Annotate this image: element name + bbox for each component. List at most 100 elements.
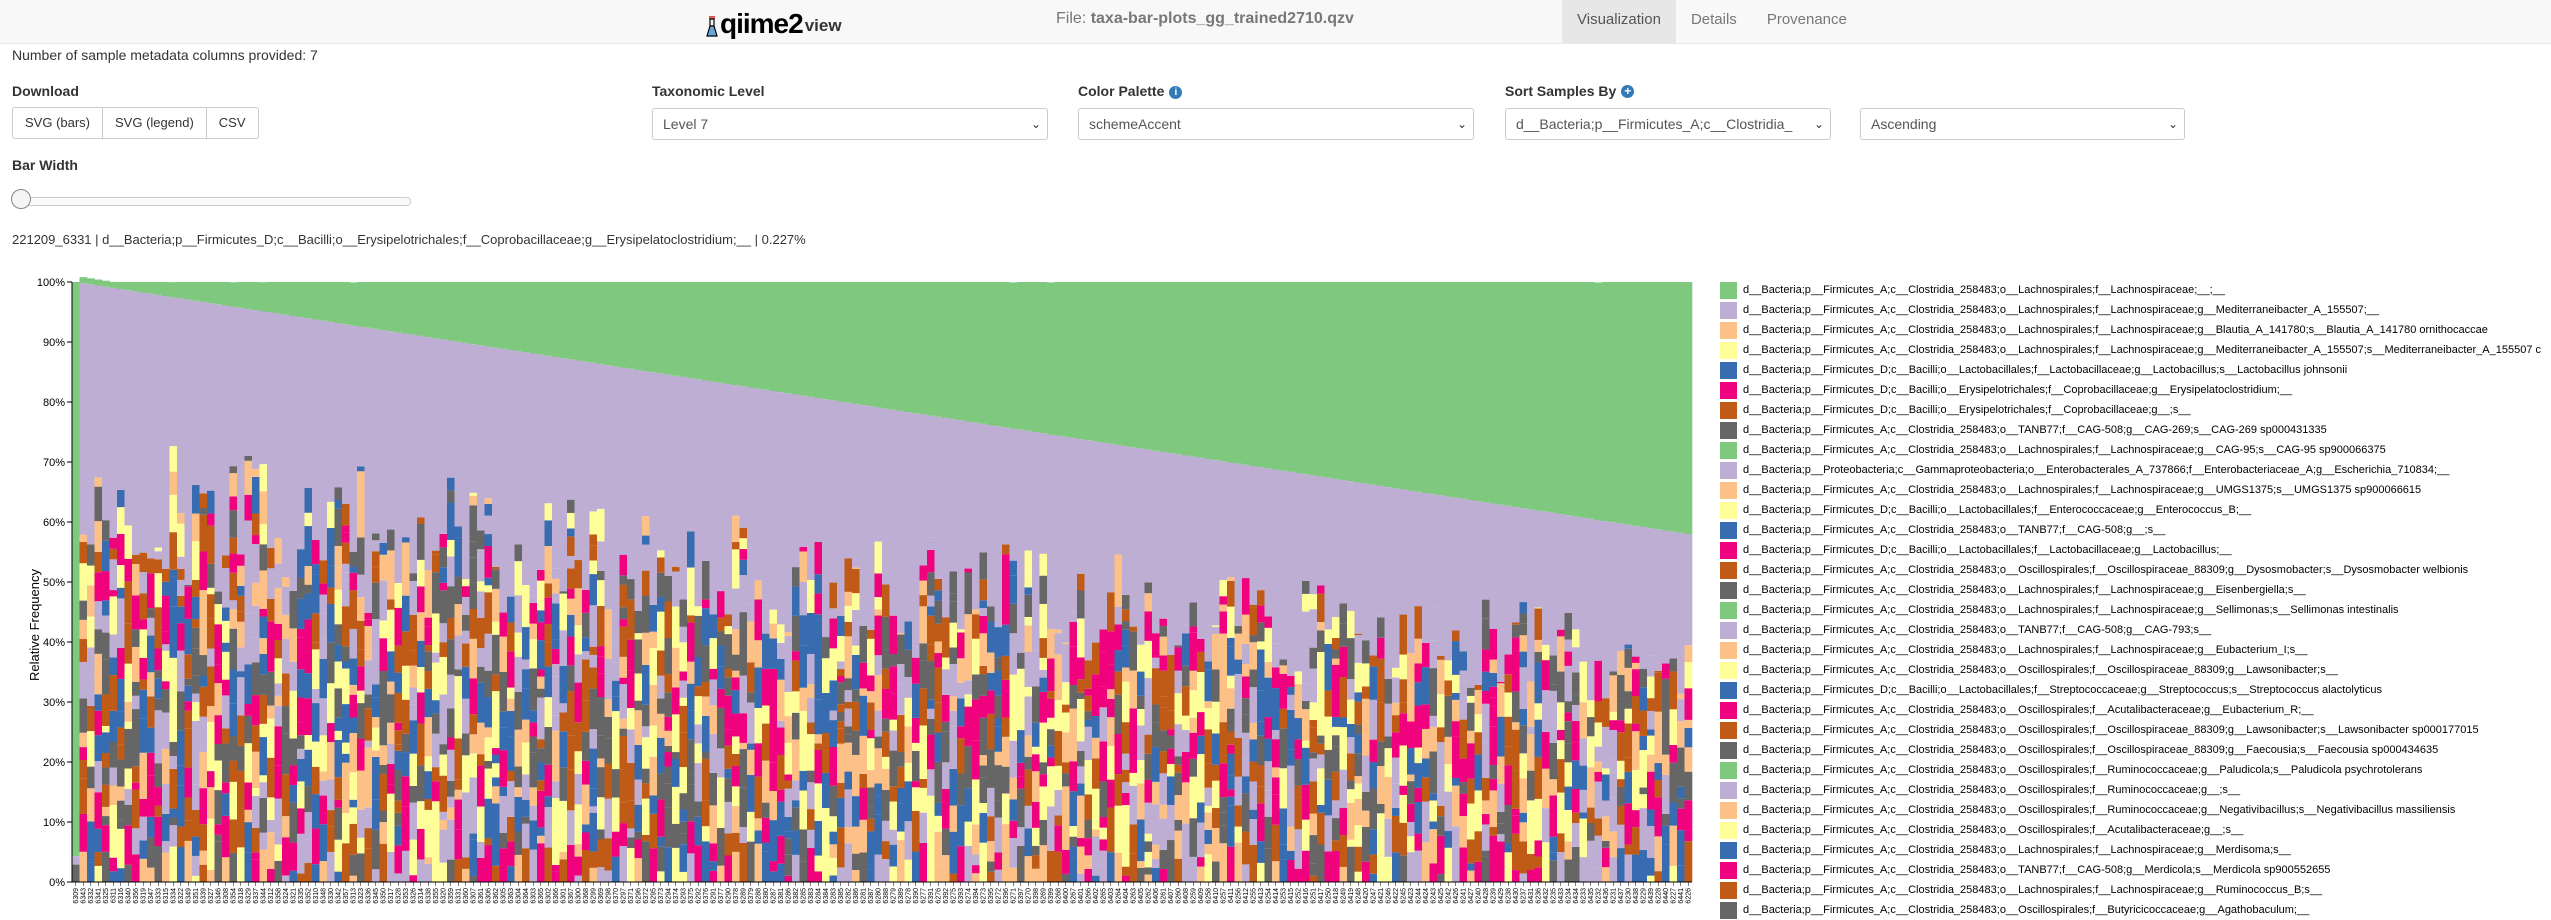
bar-segment[interactable] — [207, 743, 215, 772]
bar-segment[interactable] — [507, 698, 515, 711]
bar-segment[interactable] — [927, 572, 935, 596]
bar-segment[interactable] — [1339, 808, 1348, 836]
bar-segment[interactable] — [1174, 764, 1183, 773]
bar-segment[interactable] — [402, 282, 410, 334]
bar-segment[interactable] — [619, 718, 628, 729]
bar-segment[interactable] — [1392, 715, 1400, 733]
bar-segment[interactable] — [747, 774, 755, 812]
bar-segment[interactable] — [784, 788, 793, 817]
bar-segment[interactable] — [1534, 719, 1543, 757]
bar-segment[interactable] — [679, 809, 688, 822]
bar-segment[interactable] — [709, 870, 718, 882]
legend-item[interactable]: d__Bacteria;p__Firmicutes_D;c__Bacilli;o… — [1720, 400, 2551, 420]
bar-segment[interactable] — [1189, 690, 1198, 698]
bar-segment[interactable] — [304, 593, 313, 620]
bar-segment[interactable] — [604, 609, 613, 630]
bar-segment[interactable] — [237, 621, 245, 648]
bar-segment[interactable] — [1624, 667, 1633, 692]
bar-segment[interactable] — [552, 639, 560, 649]
bar-segment[interactable] — [1609, 720, 1618, 730]
bar-segment[interactable] — [387, 590, 395, 600]
bar-segment[interactable] — [1069, 612, 1078, 622]
bar-segment[interactable] — [1354, 482, 1363, 634]
bar-segment[interactable] — [327, 779, 335, 811]
bar-segment[interactable] — [222, 815, 230, 858]
bar-segment[interactable] — [1047, 717, 1055, 730]
bar-segment[interactable] — [679, 680, 688, 698]
bar-segment[interactable] — [349, 551, 358, 567]
bar-segment[interactable] — [499, 348, 508, 613]
bar-segment[interactable] — [319, 320, 328, 561]
bar-segment[interactable] — [724, 677, 733, 696]
bar-segment[interactable] — [1377, 813, 1385, 855]
bar-segment[interactable] — [567, 359, 575, 500]
bar-segment[interactable] — [739, 713, 748, 743]
bar-segment[interactable] — [822, 772, 830, 809]
bar-segment[interactable] — [1114, 581, 1123, 607]
bar-segment[interactable] — [1204, 661, 1213, 670]
bar-segment[interactable] — [1062, 873, 1070, 882]
bar-segment[interactable] — [1572, 629, 1580, 648]
bar-segment[interactable] — [1647, 729, 1655, 736]
bar-segment[interactable] — [867, 770, 875, 788]
bar-segment[interactable] — [709, 668, 718, 680]
bar-segment[interactable] — [552, 603, 560, 640]
bar-segment[interactable] — [1182, 633, 1190, 666]
bar-segment[interactable] — [927, 606, 935, 616]
bar-segment[interactable] — [124, 804, 133, 826]
bar-segment[interactable] — [439, 533, 448, 548]
bar-segment[interactable] — [1579, 738, 1588, 766]
bar-segment[interactable] — [1174, 454, 1183, 646]
bar-segment[interactable] — [372, 328, 380, 534]
legend-item[interactable]: d__Bacteria;p__Firmicutes_A;c__Clostridi… — [1720, 700, 2551, 720]
bar-segment[interactable] — [1654, 734, 1663, 764]
bar-segment[interactable] — [1047, 806, 1055, 835]
bar-segment[interactable] — [567, 665, 575, 692]
bar-segment[interactable] — [1624, 648, 1633, 668]
bar-segment[interactable] — [1039, 433, 1048, 554]
bar-segment[interactable] — [387, 694, 395, 723]
bar-segment[interactable] — [994, 670, 1003, 696]
bar-segment[interactable] — [349, 799, 358, 808]
bar-segment[interactable] — [484, 282, 493, 347]
bar-segment[interactable] — [484, 503, 493, 516]
bar-segment[interactable] — [1437, 874, 1445, 882]
bar-segment[interactable] — [822, 692, 830, 733]
bar-segment[interactable] — [1324, 779, 1333, 816]
bar-segment[interactable] — [1032, 282, 1040, 433]
bar-segment[interactable] — [147, 816, 155, 838]
bar-segment[interactable] — [214, 841, 223, 882]
bar-segment[interactable] — [642, 783, 650, 799]
bar-segment[interactable] — [1467, 687, 1475, 696]
bar-segment[interactable] — [912, 810, 920, 852]
bar-segment[interactable] — [537, 780, 545, 791]
bar-segment[interactable] — [1077, 692, 1085, 699]
bar-segment[interactable] — [949, 593, 958, 602]
bar-segment[interactable] — [582, 850, 590, 882]
bar-segment[interactable] — [852, 701, 860, 731]
bar-segment[interactable] — [1392, 702, 1400, 716]
bar-segment[interactable] — [987, 690, 995, 714]
bar-segment[interactable] — [334, 688, 343, 718]
bar-segment[interactable] — [1422, 758, 1430, 778]
bar-segment[interactable] — [462, 868, 470, 882]
bar-segment[interactable] — [154, 740, 163, 764]
bar-segment[interactable] — [942, 789, 950, 829]
legend-item[interactable]: d__Bacteria;p__Firmicutes_A;c__Clostridi… — [1720, 280, 2551, 300]
bar-segment[interactable] — [1129, 447, 1138, 627]
bar-segment[interactable] — [604, 838, 613, 871]
bar-segment[interactable] — [769, 623, 778, 639]
bar-segment[interactable] — [274, 640, 283, 659]
bar-segment[interactable] — [439, 590, 448, 624]
bar-segment[interactable] — [987, 425, 995, 575]
bar-segment[interactable] — [1579, 702, 1588, 739]
bar-segment[interactable] — [259, 544, 268, 571]
bar-segment[interactable] — [1317, 743, 1325, 755]
bar-segment[interactable] — [1564, 282, 1573, 516]
bar-segment[interactable] — [1617, 282, 1625, 524]
bar-segment[interactable] — [1197, 822, 1205, 858]
bar-segment[interactable] — [237, 307, 245, 555]
bar-segment[interactable] — [1497, 783, 1505, 812]
bar-segment[interactable] — [1062, 773, 1070, 787]
bar-segment[interactable] — [814, 660, 823, 700]
